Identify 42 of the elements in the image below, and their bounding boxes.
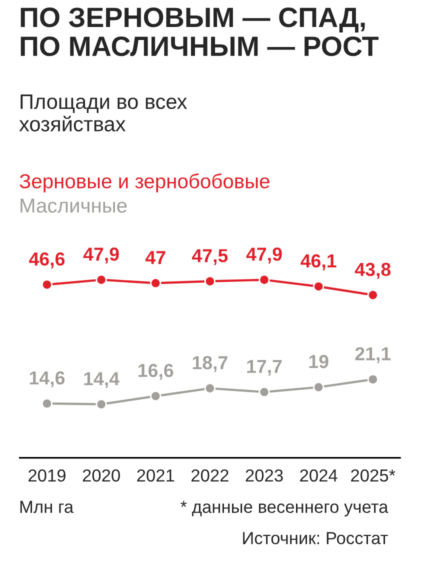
point bbox=[41, 398, 53, 410]
data-label: 46,6 bbox=[29, 252, 65, 268]
text: Масличные bbox=[20, 198, 127, 213]
data-label: 47,9 bbox=[246, 248, 282, 264]
point bbox=[258, 386, 270, 398]
text: Источник: Росстат bbox=[243, 532, 388, 544]
data-label: 46,1 bbox=[300, 254, 336, 270]
data-label: 47 bbox=[145, 251, 166, 264]
point bbox=[41, 279, 53, 290]
point bbox=[96, 274, 107, 286]
text: * данные весеннего учета bbox=[180, 500, 388, 516]
text: Млн га bbox=[20, 500, 74, 514]
point bbox=[96, 398, 107, 410]
x-tick-label: 2019 bbox=[28, 469, 66, 482]
point bbox=[150, 390, 162, 402]
point bbox=[313, 382, 324, 393]
data-label: 47,9 bbox=[83, 248, 119, 264]
x-tick-label: 2022 bbox=[192, 469, 228, 482]
point bbox=[313, 280, 324, 292]
x-tick-label: 2023 bbox=[246, 469, 283, 482]
data-label: 19 bbox=[309, 354, 328, 368]
x-tick-label: 2021 bbox=[137, 469, 174, 482]
point bbox=[367, 374, 378, 385]
point bbox=[204, 382, 216, 394]
data-label: 17,7 bbox=[247, 360, 282, 376]
point bbox=[204, 276, 216, 287]
x-tick-label: 2024 bbox=[300, 469, 338, 482]
data-label: 21,1 bbox=[355, 347, 391, 364]
data-label: 14,6 bbox=[30, 371, 65, 388]
data-label: 18,7 bbox=[192, 356, 228, 372]
chart-title: ПО ЗЕРНОВЫМ — СПАД, ПО МАСЛИЧНЫМ — РОСТ bbox=[20, 8, 379, 56]
point bbox=[150, 278, 162, 289]
data-label: 43,8 bbox=[354, 262, 391, 279]
text: Зерновые и зернобобовые bbox=[20, 173, 270, 192]
point bbox=[367, 289, 378, 301]
x-tick-label: 2025* bbox=[351, 469, 396, 482]
data-label: 47,5 bbox=[192, 249, 228, 266]
point bbox=[258, 274, 270, 286]
data-label: 16,6 bbox=[138, 364, 174, 380]
x-tick-label: 2020 bbox=[82, 469, 120, 482]
data-label: 14,4 bbox=[84, 372, 120, 388]
chart-subtitle: Площади во всех хозяйствах bbox=[19, 94, 188, 132]
